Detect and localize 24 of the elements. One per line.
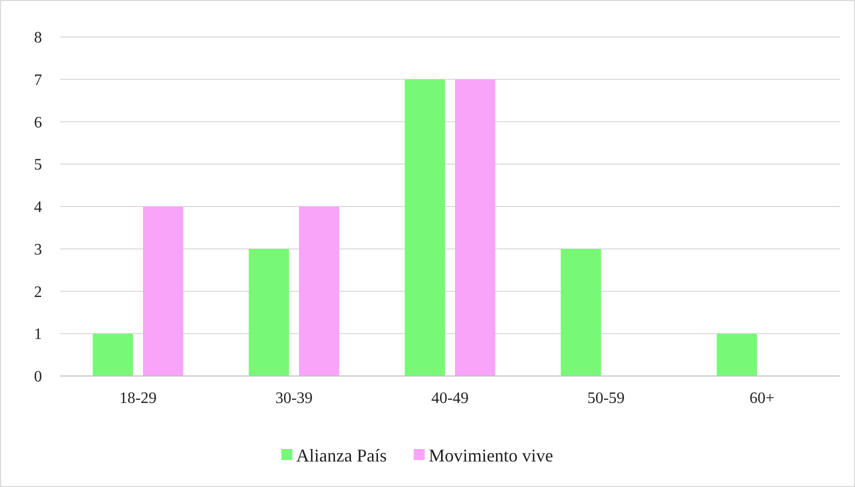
y-tick-label: 2	[34, 284, 42, 301]
legend-label: Movimiento vive	[428, 445, 554, 466]
y-tick-label: 5	[34, 156, 42, 174]
legend-label: Alianza País	[296, 445, 387, 466]
bar	[248, 248, 289, 376]
bar	[716, 334, 757, 376]
bar	[299, 206, 340, 376]
x-tick-label: 30-39	[275, 390, 313, 407]
bar	[143, 206, 184, 376]
x-tick-label: 18-29	[119, 390, 157, 407]
bar	[455, 79, 496, 376]
bar	[404, 79, 445, 376]
y-tick-label: 1	[34, 326, 42, 344]
x-tick-label: 60+	[749, 390, 775, 407]
bar	[560, 248, 601, 376]
y-tick-label: 7	[34, 72, 42, 89]
bar	[92, 334, 133, 376]
x-tick-label: 40-49	[431, 390, 469, 407]
y-tick-label: 8	[34, 30, 42, 47]
y-tick-label: 0	[34, 368, 42, 386]
x-tick-label: 50-59	[587, 390, 625, 407]
y-tick-label: 4	[34, 199, 42, 216]
y-tick-label: 3	[34, 241, 42, 258]
y-tick-label: 6	[34, 114, 42, 132]
